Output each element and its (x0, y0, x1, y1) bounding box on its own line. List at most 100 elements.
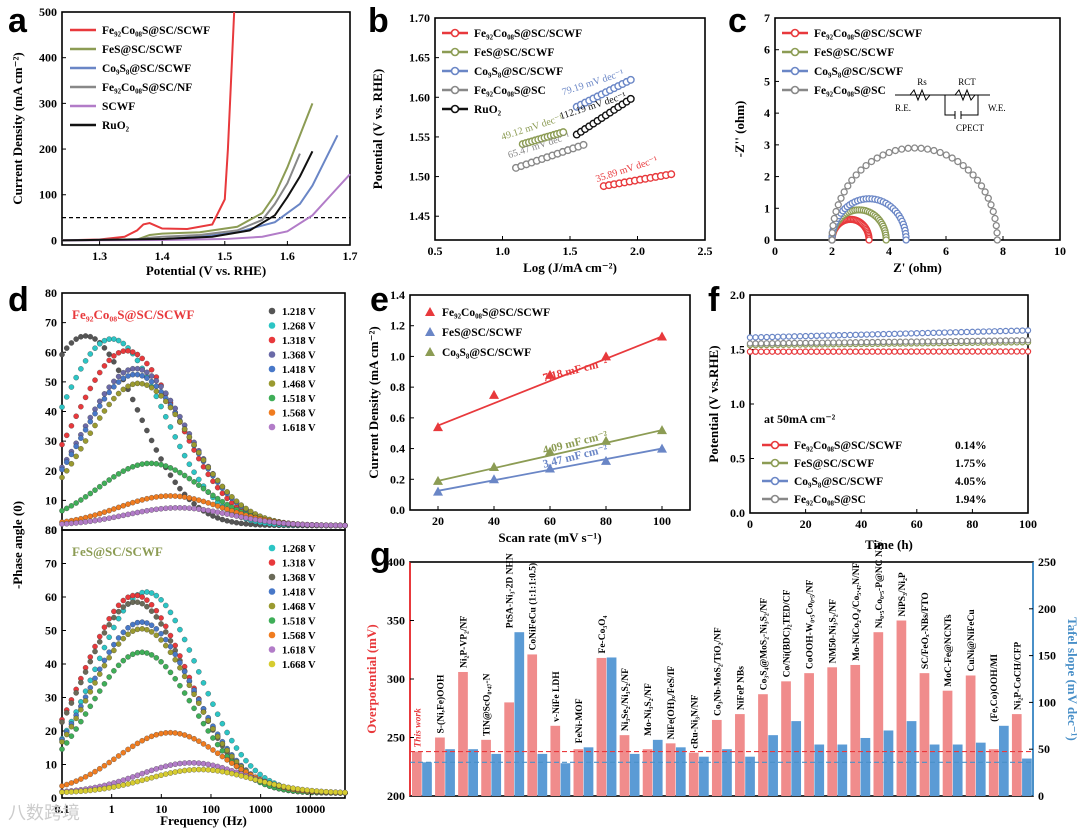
series-point-3-37 (991, 214, 999, 223)
d-bot-series-point-0-37 (233, 745, 240, 751)
d-bot-series-point-7-14 (125, 775, 131, 782)
legend-marker-0 (425, 307, 435, 316)
series-point-3-5 (774, 339, 782, 347)
d-bot-series-point-8-15 (129, 780, 136, 786)
series-point-0-3 (763, 348, 770, 355)
bar-tafel-9 (629, 753, 640, 796)
bar-tafel-2 (468, 749, 478, 796)
cpe-element (944, 95, 979, 119)
series-point-2-40 (969, 328, 976, 336)
d-bot-series-point-7-17 (139, 770, 145, 777)
d-top-ytick-0-label: 0 (51, 523, 57, 537)
series-line-4 (61, 173, 351, 242)
d-bot-series-point-8-1 (63, 789, 70, 795)
d-top-series-point-6-24 (172, 467, 178, 473)
legend-label-1: FeS@SC/SCWF (794, 458, 874, 470)
series-point-0-28 (902, 348, 909, 355)
legend-marker-2 (450, 66, 460, 76)
legend-marker-0 (770, 440, 780, 450)
series-point-3-40 (993, 236, 1001, 244)
d-top-series-point-5-36 (229, 494, 235, 500)
series-point-0-16 (835, 348, 843, 355)
y-axis-label: Overpotential (mV) (364, 624, 379, 733)
series-point-2-3 (601, 435, 611, 445)
series-point-3-9 (848, 176, 856, 184)
circuit-label-re: R.E. (895, 103, 911, 113)
d-top-series-point-0-0 (59, 351, 65, 358)
d-bot-series-point-0-33 (214, 711, 221, 717)
series-point-3-35 (987, 201, 995, 209)
x-axis-label: Log (J/mA cm⁻²) (523, 260, 617, 275)
d-top-series-point-7-19 (148, 494, 155, 501)
d-bot-series-point-7-19 (148, 767, 155, 774)
d-bot-series-point-5-25 (177, 682, 183, 689)
d-bot-series-point-8-39 (243, 774, 249, 780)
d-bot-series-point-8-54 (313, 788, 320, 794)
d-bot-series-point-8-2 (68, 789, 75, 795)
d-top-series-point-8-42 (257, 517, 263, 524)
d-bot-series-point-8-52 (304, 787, 311, 793)
series-point-0-47 (1008, 348, 1015, 355)
series-point-3-31 (919, 338, 926, 345)
d-top-series-point-7-23 (167, 493, 174, 499)
d-bot-series-point-7-31 (205, 761, 211, 768)
d-bot-series-point-3-26 (181, 668, 188, 675)
d-xtick-5-label: 10000 (295, 802, 325, 816)
d-top-legend-label-2: 1.318 V (282, 336, 316, 347)
series-point-2-2 (545, 446, 555, 456)
d-top-series-point-0-12 (115, 367, 122, 374)
f-xtick-4-label: 80 (966, 517, 978, 531)
bar-tafel-5 (537, 753, 548, 796)
d-top-legend-label-3: 1.368 V (282, 351, 316, 362)
bar-tafel-15 (768, 735, 778, 796)
d-top-series-point-7-33 (214, 503, 221, 509)
d-bot-series-point-8-28 (191, 766, 197, 773)
panel-letter-b: b (368, 2, 389, 40)
series-point-0-23 (874, 348, 882, 355)
d-top-series-point-8-46 (276, 520, 282, 526)
d-top-series-point-3-19 (148, 373, 155, 379)
d-top-series-point-8-23 (167, 505, 174, 511)
series-point-2-20 (857, 331, 865, 338)
d-bot-series-point-8-53 (309, 787, 315, 794)
b-ytick-4-label: 1.65 (409, 51, 430, 65)
legend-label-1: FeS@SC/SCWF (814, 47, 894, 59)
d-top-series-point-5-1 (63, 468, 70, 474)
d-bot-series-point-8-59 (337, 789, 344, 796)
d-bot-series-point-8-30 (200, 766, 207, 773)
x-axis-label: Scan rate (mV s⁻¹) (498, 530, 601, 545)
bar-overpotential-26 (1011, 714, 1022, 796)
d-bot-series-point-8-13 (120, 782, 127, 788)
b-xtick-2-label: 1.5 (563, 244, 578, 258)
d-bot-series-point-4-18 (144, 626, 150, 633)
d-bot-series-point-5-3 (73, 726, 79, 732)
d-bot-series-point-6-14 (125, 746, 131, 753)
series-point-0-5 (774, 348, 782, 355)
d-bot-series-point-0-38 (238, 751, 244, 758)
d-top-series-point-8-14 (125, 511, 131, 518)
d-bot-series-point-8-20 (153, 773, 160, 780)
d-bot-series-point-0-10 (106, 634, 112, 640)
d-bot-series-point-4-10 (106, 654, 112, 661)
d-bot-ytick-6-label: 60 (45, 590, 57, 604)
a-xtick-2-label: 1.5 (217, 249, 232, 263)
series-point-3-5 (834, 201, 842, 209)
d-top-series-point-7-8 (96, 510, 103, 517)
series-point-3-10 (802, 339, 809, 347)
x-axis-label: Potential (V vs. RHE) (146, 263, 266, 278)
d-bot-series-point-1-19 (148, 601, 155, 608)
d-bot-series-point-8-50 (295, 786, 301, 792)
panel-d: d 0 10 20 30 40 50 60 70 80 Fe₉₂Co₀₈S@SC/SCWF 1.21… (0, 281, 360, 831)
series-point-1-40 (882, 236, 890, 244)
d-top-series-point-8-33 (214, 509, 221, 515)
circuit-label-rs: Rs (917, 77, 927, 87)
d-top-legend-label-1: 1.268 V (282, 322, 316, 333)
d-bot-series-point-6-0 (59, 783, 65, 789)
d-bot-series-point-4-31 (205, 717, 211, 724)
d-bot-ytick-2-label: 20 (45, 724, 57, 738)
d-bot-legend-marker-2 (268, 573, 276, 581)
d-bot-series-point-6-11 (111, 756, 117, 763)
d-bot-series-point-1-7 (92, 643, 98, 650)
d-top-series-point-4-19 (148, 378, 155, 385)
series-point-3-45 (997, 337, 1004, 344)
